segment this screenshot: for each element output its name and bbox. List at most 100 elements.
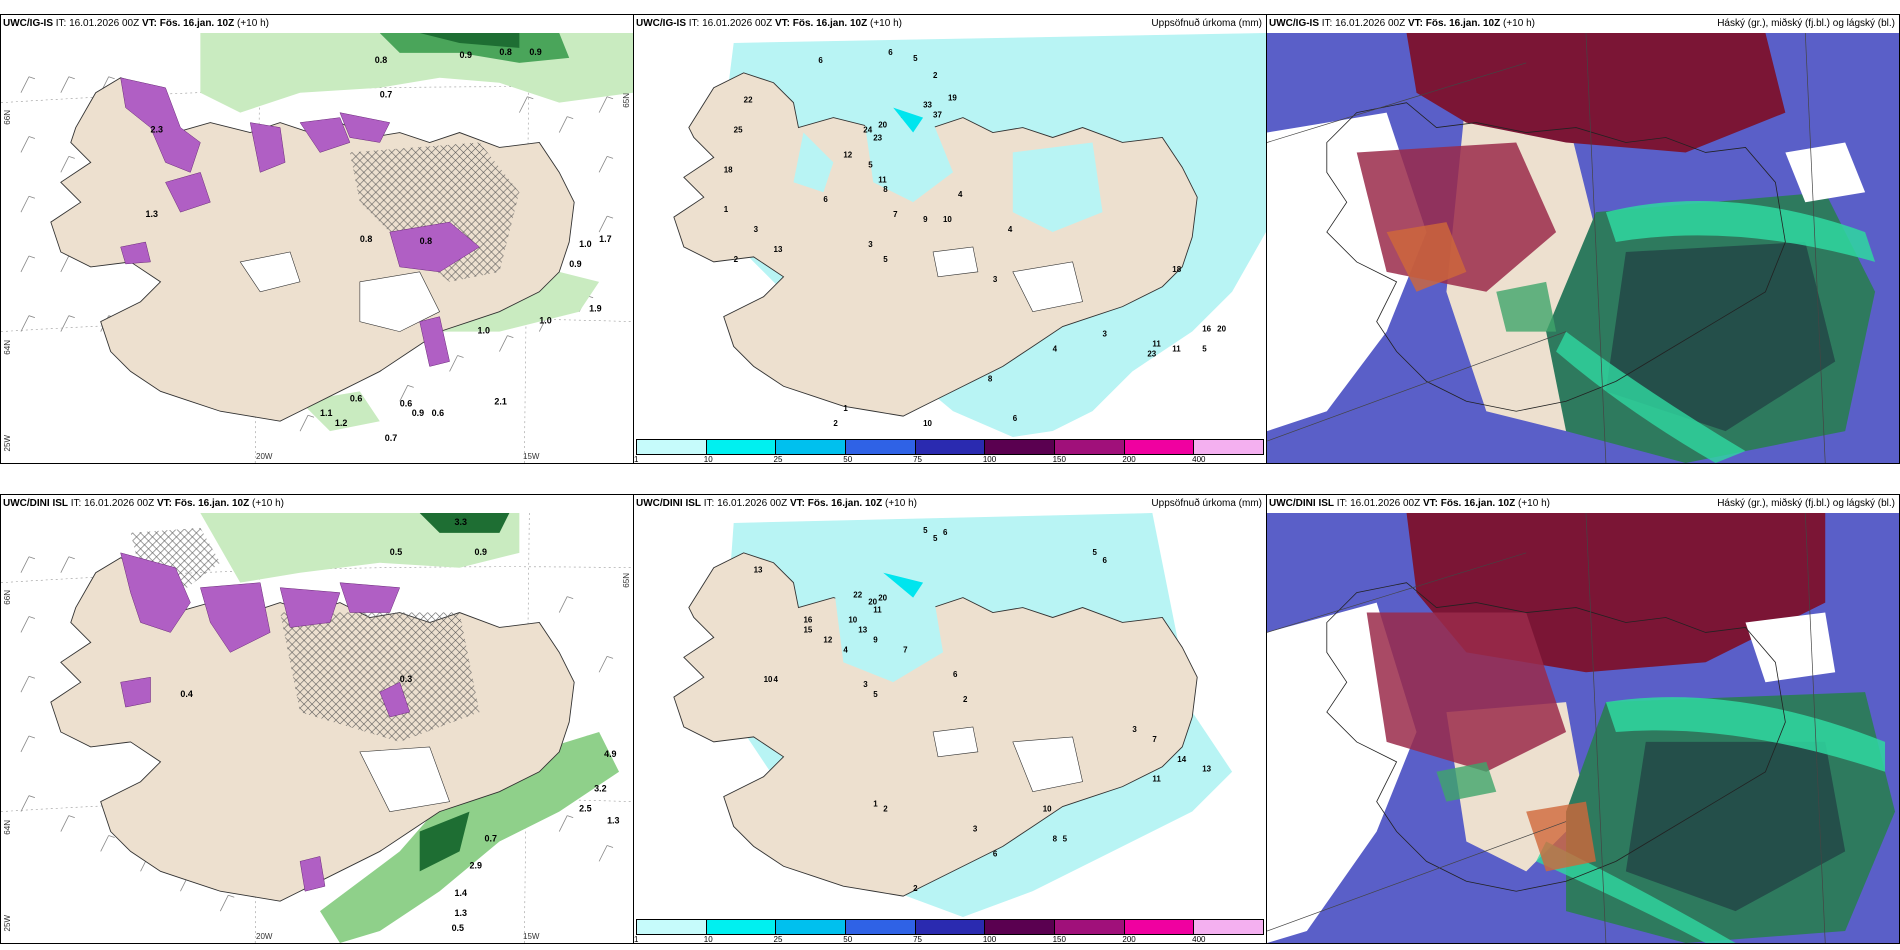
svg-text:3: 3: [868, 240, 873, 249]
svg-text:8: 8: [1053, 834, 1058, 843]
svg-text:6: 6: [943, 528, 948, 537]
svg-text:37: 37: [933, 111, 942, 120]
svg-text:1.1: 1.1: [320, 408, 332, 418]
svg-text:18: 18: [1172, 265, 1181, 274]
svg-text:1.2: 1.2: [335, 418, 347, 428]
colorbar-cell: [706, 920, 777, 934]
svg-text:4: 4: [1008, 225, 1013, 234]
svg-text:3: 3: [973, 824, 978, 833]
lead-time: (+10 h): [885, 498, 917, 509]
colorbar-tick: 25: [773, 935, 783, 944]
svg-text:8: 8: [988, 374, 993, 383]
precip-rate-map: 3.3 0.5 0.9 0.3 0.4 4.9 3.2 2.5 1.3 0.7 2.9 1.4 …: [1, 513, 633, 943]
svg-text:1.3: 1.3: [607, 816, 619, 826]
colorbar-tick: 200: [1122, 455, 1136, 464]
colorbar-cell: [915, 920, 986, 934]
svg-text:12: 12: [843, 150, 852, 159]
colorbar-tick: 50: [843, 935, 853, 944]
svg-text:5: 5: [1093, 548, 1098, 557]
svg-text:2: 2: [883, 805, 888, 814]
svg-text:6: 6: [888, 48, 893, 57]
svg-text:16: 16: [1202, 325, 1211, 334]
svg-text:0.7: 0.7: [380, 90, 392, 100]
svg-text:0.6: 0.6: [432, 408, 444, 418]
svg-text:7: 7: [893, 210, 898, 219]
model-name: UWC/DINI ISL: [636, 498, 701, 509]
svg-text:25: 25: [734, 126, 743, 135]
svg-text:14: 14: [1177, 755, 1186, 764]
axis-label-lat64: 64N: [3, 820, 12, 835]
cloud-cover-map-svg: [1267, 513, 1899, 943]
axis-label-lon15: 15W: [523, 932, 540, 941]
svg-text:0.6: 0.6: [400, 398, 412, 408]
cloud-cover-map: [1267, 33, 1899, 463]
svg-text:6: 6: [1013, 414, 1018, 423]
iceland-outline: [1326, 582, 1786, 892]
svg-text:3: 3: [754, 225, 759, 234]
svg-text:2: 2: [734, 255, 739, 264]
svg-text:4: 4: [1053, 344, 1058, 353]
svg-text:4: 4: [774, 675, 779, 684]
colorbar-tick: 1: [634, 935, 639, 944]
colorbar-cell: [1055, 440, 1125, 454]
colorbar-cell: [846, 440, 916, 454]
lead-time: (+10 h): [870, 18, 902, 29]
svg-text:6: 6: [953, 670, 958, 679]
axis-label-lat64: 64N: [3, 340, 12, 355]
svg-text:1.9: 1.9: [589, 304, 601, 314]
svg-text:20: 20: [1217, 325, 1226, 334]
svg-text:9: 9: [873, 635, 878, 644]
svg-text:7: 7: [1152, 735, 1157, 744]
svg-text:0.8: 0.8: [360, 234, 372, 244]
panel-header: UWC/DINI ISL IT: 16.01.2026 00Z VT: Fös.…: [636, 498, 1264, 512]
colorbar-tick: 75: [913, 935, 922, 944]
valid-time: VT: Fös. 16.jan. 10Z: [774, 18, 868, 29]
colorbar: 1 10 25 50 75 100 150 200 400: [634, 919, 1264, 944]
snow-areas: [120, 77, 480, 367]
lead-time: (+10 h): [1518, 498, 1550, 509]
svg-text:1.0: 1.0: [579, 239, 591, 249]
model-name: UWC/IG-IS: [636, 18, 686, 29]
svg-text:19: 19: [948, 94, 957, 103]
colorbar-ticks: 1 10 25 50 75 100 150 200 400: [634, 935, 1264, 944]
axis-label-lat65-right: 65N: [622, 93, 631, 108]
colorbar-cell: [985, 440, 1056, 454]
svg-text:0.8: 0.8: [420, 236, 432, 246]
model-name: UWC/DINI ISL: [3, 498, 68, 509]
init-time: IT: 16.01.2026 00Z: [703, 498, 788, 509]
svg-text:5: 5: [913, 54, 918, 63]
svg-text:0.8: 0.8: [499, 47, 511, 57]
svg-text:13: 13: [858, 625, 867, 634]
svg-text:5: 5: [868, 160, 873, 169]
svg-text:20: 20: [878, 594, 887, 603]
svg-text:15: 15: [803, 625, 812, 634]
colorbar-tick: 400: [1192, 455, 1206, 464]
svg-text:0.9: 0.9: [475, 547, 487, 557]
svg-text:0.9: 0.9: [529, 47, 541, 57]
svg-text:1.4: 1.4: [455, 888, 467, 898]
svg-text:6: 6: [823, 195, 828, 204]
colorbar-tick: 400: [1192, 935, 1206, 944]
colorbar-tick: 200: [1122, 935, 1136, 944]
colorbar-cell: [846, 920, 916, 934]
svg-text:1: 1: [724, 205, 729, 214]
svg-text:0.7: 0.7: [385, 433, 397, 443]
cloud-title: Háský (gr.), miðský (fj.bl.) og lágský (…: [1717, 18, 1895, 29]
init-time: IT: 16.01.2026 00Z: [688, 18, 773, 29]
colorbar-tick: 1: [634, 455, 639, 464]
svg-text:1.7: 1.7: [599, 234, 611, 244]
valid-time: VT: Fös. 16.jan. 10Z: [1422, 498, 1516, 509]
svg-text:11: 11: [873, 606, 882, 615]
svg-text:13: 13: [754, 566, 763, 575]
svg-text:0.9: 0.9: [569, 259, 581, 269]
svg-text:18: 18: [724, 165, 733, 174]
svg-text:5: 5: [873, 690, 878, 699]
svg-text:0.4: 0.4: [180, 689, 192, 699]
init-time: IT: 16.01.2026 00Z: [1336, 498, 1421, 509]
svg-text:9: 9: [923, 215, 928, 224]
colorbar-tick: 150: [1052, 935, 1066, 944]
svg-text:4: 4: [958, 190, 963, 199]
colorbar-tick: 10: [703, 935, 713, 944]
